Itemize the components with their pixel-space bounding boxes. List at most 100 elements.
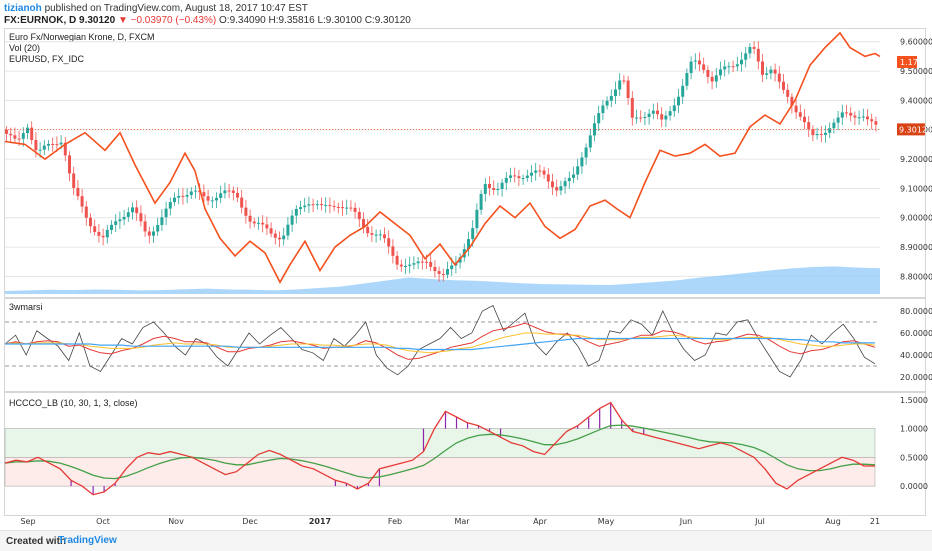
main-y-tick: 9.50000 — [900, 67, 932, 76]
candle-body — [383, 234, 386, 239]
candle-body — [114, 221, 118, 225]
candle-body — [761, 61, 764, 75]
candle-body — [542, 170, 546, 175]
candle-body — [34, 139, 38, 151]
candle-body — [538, 170, 542, 172]
candle-body — [740, 59, 743, 65]
candle-body — [845, 112, 848, 114]
candle-body — [609, 96, 613, 101]
candle-body — [567, 177, 571, 182]
candle-body — [614, 89, 617, 97]
candle-body — [727, 66, 731, 68]
candle-body — [370, 233, 374, 235]
candle-body — [525, 175, 529, 179]
candle-body — [391, 246, 395, 256]
eurusd-overlay-line — [4, 31, 881, 284]
candle-body — [790, 96, 794, 106]
candle-body — [744, 53, 748, 60]
x-axis-tick: 21 — [870, 517, 880, 526]
candle-body — [105, 229, 109, 238]
x-axis-tick: Dec — [242, 517, 257, 526]
candle-body — [832, 122, 836, 129]
hccco-y-tick: 1.0000 — [900, 425, 928, 434]
candle-body — [656, 110, 659, 115]
candle-body — [828, 128, 832, 133]
candle-body — [824, 132, 827, 135]
candle-body — [551, 181, 554, 188]
candle-body — [399, 264, 403, 267]
candle-body — [458, 257, 462, 263]
candle-body — [853, 115, 857, 118]
candle-body — [756, 48, 760, 62]
price-change: ▼ −0.03970 (−0.43%) — [117, 15, 217, 26]
candle-body — [303, 205, 307, 208]
candle-body — [244, 207, 248, 216]
candle-body — [555, 187, 559, 191]
candle-body — [173, 197, 176, 203]
x-axis-tick: Nov — [168, 517, 184, 526]
tradingview-logo[interactable]: TradingView — [58, 535, 117, 546]
candle-body — [404, 265, 407, 267]
candle-body — [492, 188, 496, 190]
candle-body — [324, 204, 328, 206]
candle-body — [786, 89, 790, 97]
author-link[interactable]: tizianoh — [4, 3, 42, 14]
candle-body — [93, 226, 97, 232]
candle-body — [483, 183, 487, 194]
candle-body — [131, 207, 134, 213]
candle-body — [101, 235, 105, 238]
candle-body — [341, 207, 344, 209]
candle-body — [26, 127, 29, 134]
candle-body — [572, 174, 575, 178]
candle-body — [416, 261, 420, 264]
candle-body — [366, 226, 370, 234]
candle-body — [698, 60, 701, 65]
candle-body — [530, 172, 533, 176]
candle-body — [874, 121, 878, 125]
x-axis-tick: Jul — [754, 517, 765, 526]
candle-body — [576, 166, 580, 175]
main-title: Euro Fx/Norwegian Krone, D, FXCM — [9, 32, 155, 42]
rsi-y-tick: 80.0000 — [900, 307, 932, 316]
candle-body — [546, 174, 550, 182]
candle-body — [387, 238, 391, 247]
candle-body — [668, 111, 672, 116]
candle-body — [299, 207, 302, 209]
x-axis-tick: Apr — [533, 517, 548, 526]
overlay-badge-bg — [897, 56, 917, 68]
candle-body — [349, 207, 353, 209]
x-axis-tick: Feb — [388, 517, 402, 526]
candle-body — [626, 80, 630, 99]
candle-body — [735, 64, 739, 67]
main-y-tick: 9.40000 — [900, 96, 932, 105]
candle-body — [261, 222, 265, 225]
candle-body — [13, 135, 17, 139]
candle-body — [504, 177, 508, 183]
candle-body — [139, 213, 143, 222]
candle-body — [467, 239, 470, 250]
candle-body — [429, 261, 433, 267]
candle-body — [110, 224, 113, 230]
candle-body — [181, 195, 185, 197]
main-y-tick: 9.00000 — [900, 214, 932, 223]
created-with-text: Created with — [6, 536, 67, 547]
candle-body — [290, 215, 294, 225]
candle-body — [328, 204, 332, 206]
symbol[interactable]: FX:EURNOK, D — [4, 15, 77, 26]
candle-body — [219, 193, 223, 198]
candle-body — [357, 211, 361, 220]
candle-body — [408, 264, 412, 266]
hccco-y-tick: 0.0000 — [900, 482, 928, 491]
candle-body — [534, 170, 538, 173]
candle-body — [353, 207, 357, 212]
overlay-label: EURUSD, FX_IDC — [9, 54, 85, 64]
candle-body — [714, 75, 718, 82]
candle-body — [672, 105, 676, 112]
candle-body — [17, 138, 21, 140]
candle-body — [870, 119, 874, 122]
hccco-series-line — [4, 424, 876, 480]
candle-body — [807, 122, 811, 130]
x-axis-tick: Aug — [825, 517, 841, 526]
x-axis-tick: Sep — [20, 517, 35, 526]
candle-body — [362, 219, 365, 227]
